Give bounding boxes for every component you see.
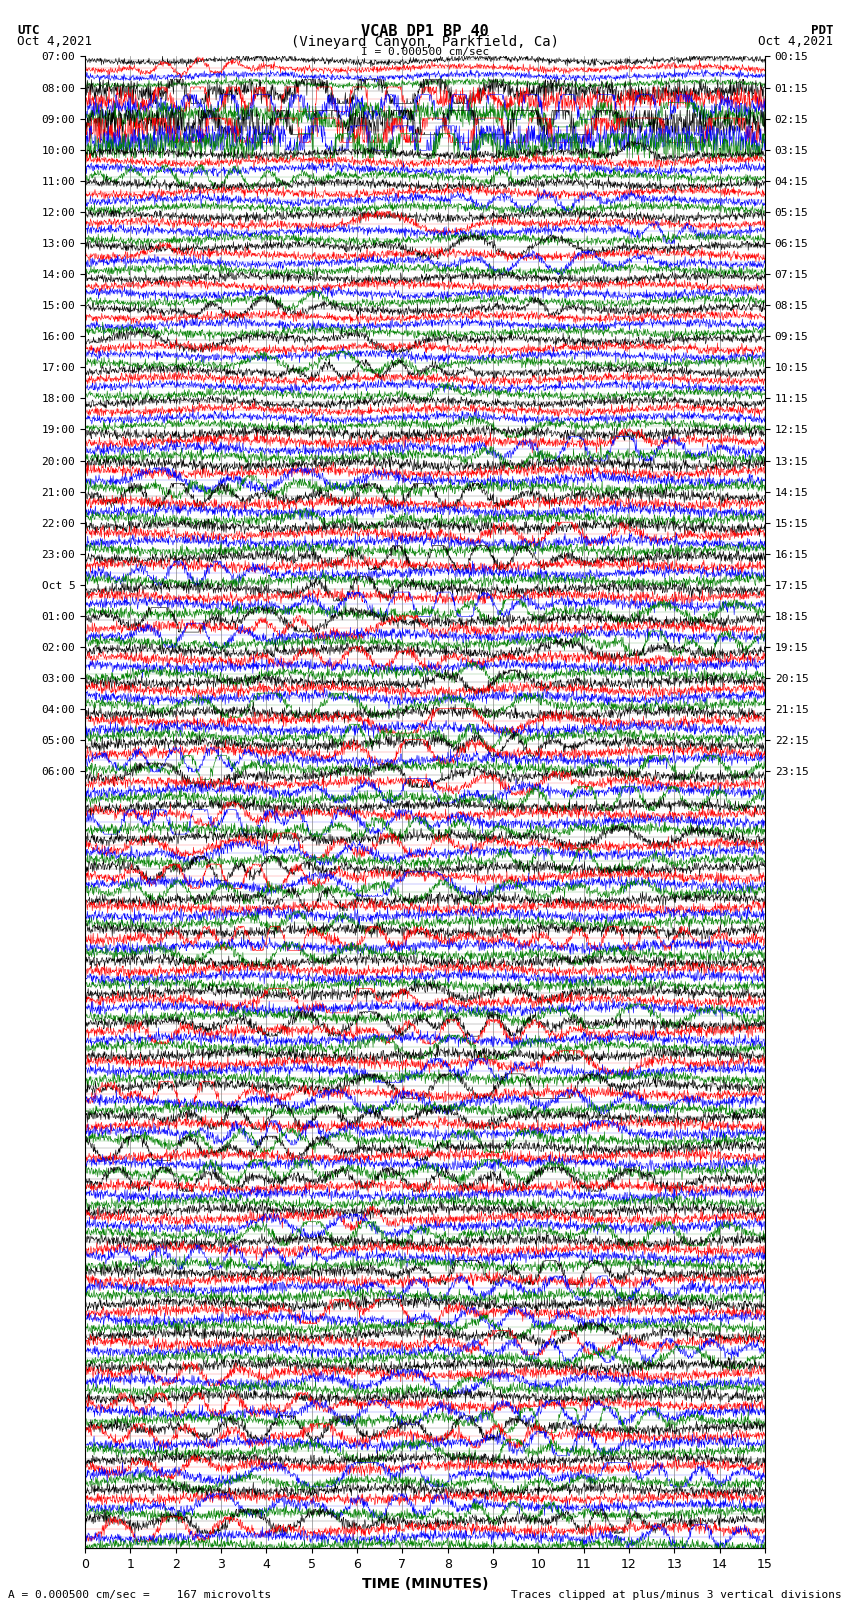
X-axis label: TIME (MINUTES): TIME (MINUTES) (362, 1578, 488, 1590)
Text: VCAB DP1 BP 40: VCAB DP1 BP 40 (361, 24, 489, 39)
Text: Traces clipped at plus/minus 3 vertical divisions: Traces clipped at plus/minus 3 vertical … (511, 1590, 842, 1600)
Text: Oct 4,2021: Oct 4,2021 (17, 35, 92, 48)
Text: A = 0.000500 cm/sec =    167 microvolts: A = 0.000500 cm/sec = 167 microvolts (8, 1590, 272, 1600)
Text: (Vineyard Canyon, Parkfield, Ca): (Vineyard Canyon, Parkfield, Ca) (291, 35, 559, 50)
Text: Oct 4,2021: Oct 4,2021 (758, 35, 833, 48)
Text: UTC: UTC (17, 24, 39, 37)
Text: PDT: PDT (811, 24, 833, 37)
Text: I = 0.000500 cm/sec: I = 0.000500 cm/sec (361, 47, 489, 56)
